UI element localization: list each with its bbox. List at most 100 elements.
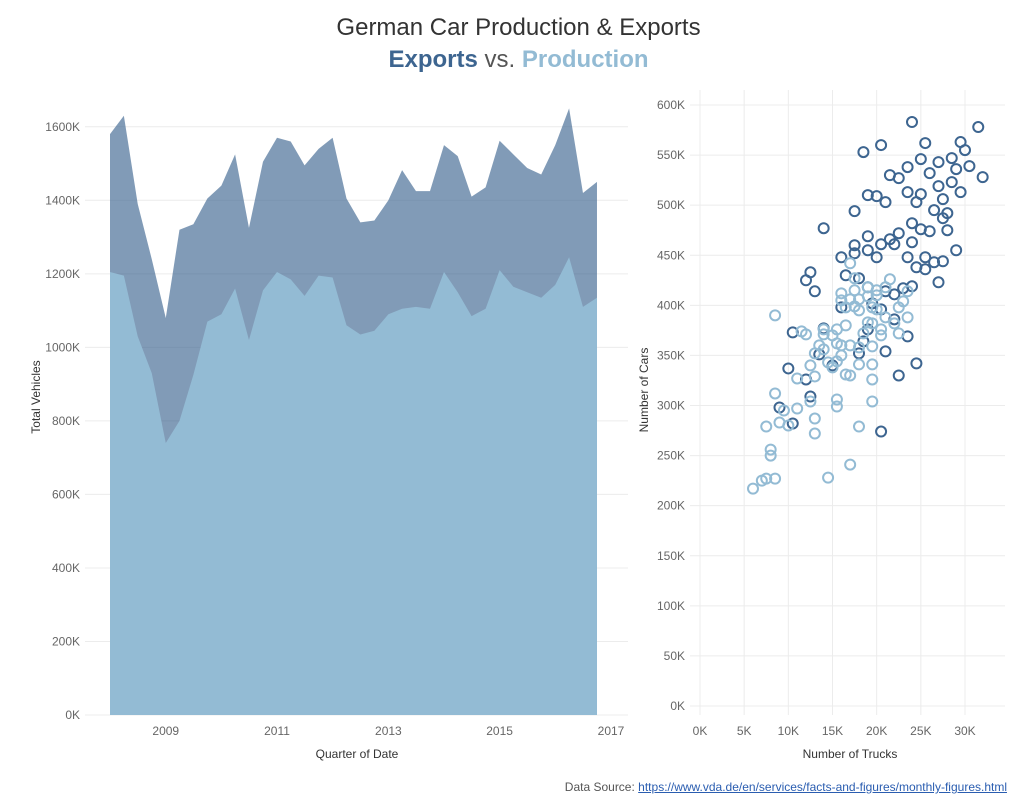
scatter-y-axis-label: Number of Cars — [637, 348, 651, 433]
scatter-point-exports — [844, 458, 857, 471]
scatter-point-exports — [870, 289, 883, 302]
scatter-x-tick-label: 30K — [954, 724, 975, 738]
area-x-tick-label: 2015 — [486, 724, 513, 738]
area-y-tick-label: 400K — [52, 561, 80, 575]
scatter-point-exports — [879, 311, 892, 324]
scatter-y-tick-label: 600K — [657, 98, 685, 112]
scatter-point-production — [875, 139, 888, 152]
scatter-point-production — [919, 251, 932, 264]
scatter-point-exports — [883, 273, 896, 286]
area-x-tick-label: 2017 — [598, 724, 625, 738]
scatter-point-exports — [897, 295, 910, 308]
scatter-point-production — [892, 172, 905, 185]
scatter-point-production — [875, 425, 888, 438]
scatter-x-tick-label: 20K — [866, 724, 887, 738]
scatter-point-production — [901, 251, 914, 264]
scatter-point-production — [861, 189, 874, 202]
scatter-y-tick-label: 50K — [664, 649, 685, 663]
scatter-x-tick-label: 15K — [822, 724, 843, 738]
chart-title: German Car Production & Exports — [336, 14, 701, 41]
scatter-point-production — [848, 247, 861, 260]
area-y-tick-label: 0K — [65, 708, 80, 722]
scatter-point-production — [857, 146, 870, 159]
scatter-point-production — [804, 390, 817, 403]
area-y-tick-label: 800K — [52, 414, 80, 428]
area-y-tick-label: 1000K — [45, 340, 80, 354]
scatter-point-exports — [817, 328, 830, 341]
scatter-point-production — [853, 272, 865, 285]
scatter-point-production — [786, 326, 799, 339]
scatter-point-exports — [870, 303, 883, 316]
scatter-point-exports — [901, 285, 914, 298]
area-series-exports — [110, 257, 597, 715]
scatter-point-production — [950, 244, 963, 257]
scatter-point-exports — [866, 373, 879, 386]
scatter-point-production — [932, 180, 945, 193]
scatter-point-exports — [835, 287, 848, 300]
scatter-point-production — [936, 193, 949, 206]
scatter-point-exports — [866, 358, 879, 371]
scatter-point-exports — [817, 323, 830, 336]
scatter-point-production — [853, 347, 865, 360]
scatter-point-exports — [901, 311, 914, 324]
area-y-axis-label: Total Vehicles — [29, 360, 43, 433]
scatter-point-production — [932, 276, 945, 289]
scatter-point-production — [817, 222, 830, 235]
data-source-link[interactable]: https://www.vda.de/en/services/facts-and… — [638, 780, 1007, 794]
scatter-point-production — [945, 152, 958, 165]
scatter-point-production — [879, 345, 892, 358]
scatter-point-exports — [875, 323, 888, 336]
scatter-point-exports — [822, 471, 835, 484]
scatter-x-tick-label: 0K — [693, 724, 708, 738]
subtitle-exports: Exports — [388, 46, 478, 73]
scatter-y-tick-label: 300K — [657, 399, 685, 413]
scatter-point-exports — [866, 340, 879, 353]
scatter-point-exports — [804, 395, 817, 408]
scatter-point-exports — [764, 443, 777, 456]
scatter-point-production — [892, 369, 905, 382]
scatter-point-production — [910, 357, 923, 370]
scatter-point-exports — [769, 309, 782, 322]
scatter-point-production — [861, 244, 874, 257]
scatter-y-tick-label: 0K — [670, 699, 685, 713]
scatter-point-exports — [830, 400, 843, 413]
scatter-point-production — [892, 227, 905, 240]
scatter-point-exports — [791, 402, 804, 415]
scatter-point-production — [875, 238, 888, 251]
area-y-tick-label: 200K — [52, 634, 80, 648]
data-source: Data Source: https://www.vda.de/en/servi… — [565, 780, 1007, 794]
scatter-y-tick-label: 350K — [657, 348, 685, 362]
area-y-tick-label: 1400K — [45, 193, 80, 207]
data-source-label: Data Source: — [564, 780, 635, 794]
scatter-point-exports — [844, 257, 857, 270]
area-x-tick-label: 2013 — [375, 724, 402, 738]
scatter-point-production — [870, 190, 883, 203]
scatter-x-tick-label: 25K — [910, 724, 931, 738]
scatter-point-production — [928, 204, 941, 217]
scatter-point-production — [976, 171, 989, 184]
scatter-point-production — [950, 163, 963, 176]
scatter-point-exports — [835, 349, 848, 362]
chart-subtitle: Exports vs. Production — [0, 46, 1017, 74]
scatter-point-production — [861, 230, 874, 243]
scatter-y-tick-label: 450K — [657, 248, 685, 262]
scatter-x-axis-label: Number of Trucks — [803, 747, 898, 761]
scatter-point-production — [800, 274, 812, 287]
scatter-point-exports — [791, 372, 804, 385]
scatter-point-exports — [848, 272, 861, 285]
scatter-point-production — [906, 236, 918, 249]
scatter-point-production — [782, 362, 795, 375]
scatter-point-production — [808, 285, 821, 298]
scatter-point-production — [945, 176, 958, 189]
scatter-point-exports — [760, 472, 773, 485]
scatter-point-exports — [764, 449, 777, 462]
scatter-point-exports — [808, 427, 821, 440]
area-y-tick-label: 1600K — [45, 120, 80, 134]
subtitle-production: Production — [521, 46, 649, 73]
scatter-point-production — [888, 238, 901, 251]
scatter-y-tick-label: 550K — [657, 148, 685, 162]
scatter-point-exports — [844, 369, 857, 382]
scatter-point-production — [954, 186, 967, 199]
scatter-point-exports — [777, 404, 790, 417]
scatter-point-production — [870, 251, 883, 264]
